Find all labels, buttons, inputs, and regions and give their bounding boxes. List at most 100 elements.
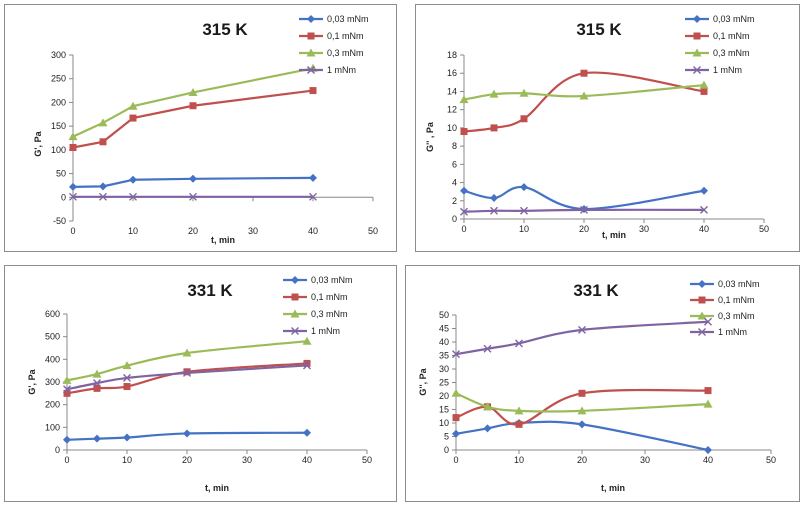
data-point — [580, 69, 588, 77]
data-point — [704, 446, 712, 454]
chart-title: 315 K — [576, 20, 622, 39]
y-tick-label: 0 — [452, 214, 457, 224]
x-tick-label: 50 — [759, 224, 769, 234]
data-point — [69, 192, 77, 201]
data-point — [99, 182, 107, 191]
x-tick-label: 10 — [519, 224, 529, 234]
legend-marker — [307, 66, 315, 74]
data-point — [93, 384, 101, 392]
data-point — [62, 375, 72, 384]
y-tick-label: 0 — [55, 445, 60, 455]
data-point — [93, 434, 101, 443]
data-point — [452, 414, 460, 422]
y-tick-label: 50 — [56, 169, 66, 179]
y-axis-label: G', Pa — [33, 130, 43, 156]
data-point — [309, 87, 317, 95]
data-point — [489, 89, 499, 98]
data-point — [68, 132, 78, 141]
data-point — [99, 138, 107, 146]
series-line — [455, 320, 709, 356]
series-line — [455, 388, 709, 426]
y-tick-label: 200 — [51, 97, 66, 107]
data-point — [490, 206, 498, 215]
data-point — [520, 183, 528, 192]
legend-marker — [306, 48, 316, 57]
data-point — [451, 388, 461, 397]
y-tick-label: 40 — [439, 337, 449, 347]
data-point — [578, 389, 586, 397]
legend-marker — [693, 32, 701, 40]
chart-svg-g2-315k: 315 K 0 2 4 6 8 10 12 14 16 18 0 10 20 30 40 50 t, min G''… — [425, 14, 769, 240]
data-point — [519, 88, 529, 97]
y-tick-label: 400 — [45, 354, 60, 364]
data-point — [123, 383, 131, 391]
x-axis-label: t, min — [211, 235, 235, 245]
legend-marker — [307, 15, 315, 23]
y-tick-label: 200 — [45, 400, 60, 410]
legend-label: 0,3 mNm — [327, 48, 364, 58]
y-axis-label: G', Pa — [27, 368, 37, 394]
data-point — [129, 192, 137, 201]
legend-marker — [307, 32, 315, 40]
x-tick-label: 30 — [248, 226, 258, 236]
series-line — [66, 340, 308, 382]
legend-label: 0,3 mNm — [311, 309, 348, 319]
data-point — [483, 344, 492, 353]
data-point — [490, 124, 498, 132]
x-tick-label: 0 — [453, 455, 458, 465]
legend-label: 0,3 mNm — [718, 311, 755, 321]
data-point — [515, 420, 523, 428]
y-tick-label: 8 — [452, 141, 457, 151]
y-axis-label: G'', Pa — [418, 367, 428, 395]
y-tick-label: 20 — [439, 391, 449, 401]
legend-label: 0,3 mNm — [713, 48, 750, 58]
data-point — [515, 339, 523, 348]
y-tick-label: 30 — [439, 364, 449, 374]
data-point — [490, 194, 498, 203]
legend-marker — [698, 328, 706, 336]
x-tick-label: 0 — [70, 226, 75, 236]
legend-label: 0,1 mNm — [713, 31, 750, 41]
data-point — [123, 433, 131, 442]
chart-panel-g2-315k: 315 K 0 2 4 6 8 10 12 14 16 18 0 10 20 30 40 50 t, min G''… — [415, 4, 800, 252]
y-tick-label: 12 — [447, 105, 457, 115]
data-point — [189, 102, 197, 110]
legend-label: 0,03 mNm — [327, 14, 369, 24]
legend-marker — [693, 15, 701, 23]
data-point — [122, 361, 132, 370]
y-tick-label: 50 — [439, 310, 449, 320]
x-tick-label: 30 — [242, 455, 252, 465]
data-point — [183, 368, 191, 376]
x-tick-label: 20 — [577, 455, 587, 465]
data-point — [303, 428, 311, 437]
y-tick-label: 16 — [447, 68, 457, 78]
legend-label: 0,1 mNm — [311, 292, 348, 302]
chart-svg-g2-331k: 331 K 0 5 10 15 20 25 30 35 40 45 50 0 10 20 30 40 50 t, m… — [418, 279, 776, 493]
data-point — [703, 399, 713, 408]
data-point — [183, 429, 191, 438]
data-point — [483, 402, 492, 411]
data-point — [129, 114, 137, 122]
data-point — [704, 317, 712, 326]
legend-label: 1 mNm — [311, 326, 340, 336]
data-point — [93, 379, 101, 388]
x-tick-label: 50 — [766, 455, 776, 465]
data-point — [63, 389, 71, 397]
legend-label: 0,03 mNm — [311, 275, 353, 285]
y-tick-label: 4 — [452, 178, 457, 188]
x-tick-label: 20 — [188, 226, 198, 236]
data-point — [460, 186, 468, 195]
y-tick-label: 300 — [45, 377, 60, 387]
y-tick-label: 45 — [439, 324, 449, 334]
x-tick-label: 40 — [699, 224, 709, 234]
x-tick-label: 0 — [64, 455, 69, 465]
series-line — [463, 185, 705, 211]
data-point — [309, 173, 317, 182]
data-point — [704, 387, 712, 395]
data-point — [483, 424, 492, 433]
data-point — [99, 192, 107, 201]
chart-panel-g2-331k: 331 K 0 5 10 15 20 25 30 35 40 45 50 0 10 20 30 40 50 t, m… — [405, 265, 800, 502]
y-tick-label: 2 — [452, 196, 457, 206]
data-point — [578, 420, 586, 429]
legend-label: 1 mNm — [713, 65, 742, 75]
